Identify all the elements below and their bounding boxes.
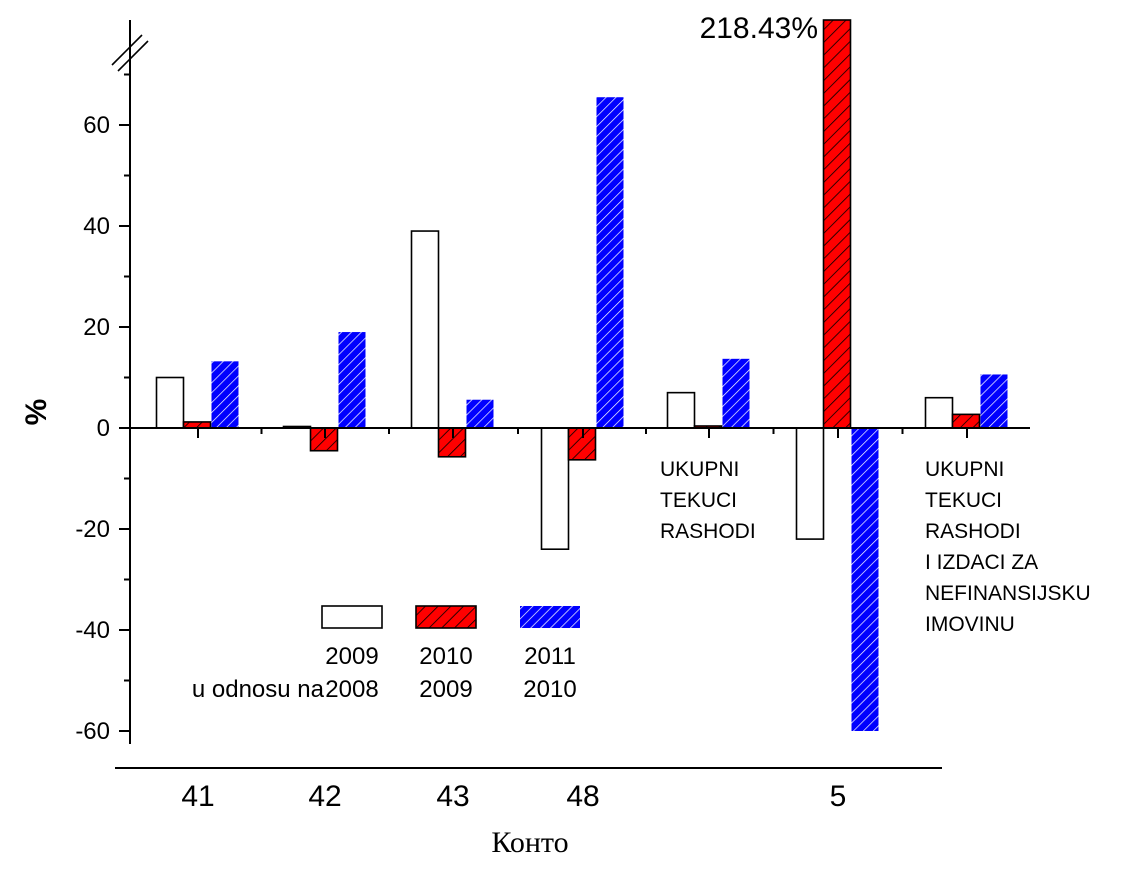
category-note-line: RASHODI: [925, 520, 1021, 543]
legend-base-year: 2008: [325, 676, 378, 703]
axis-break-mark: [117, 40, 149, 72]
category-note-line: IMOVINU: [925, 613, 1015, 636]
x-tick-label: 41: [181, 780, 214, 813]
bar-3-1: [211, 361, 239, 428]
legend-year: 2011: [524, 643, 576, 670]
y-tick-label: -20: [75, 516, 110, 543]
legend-swatch-2: [415, 605, 477, 629]
labels-group: -60 -40 -20 0 20 40 60 41 42 43 48 5 UKUPNI TEKUCI RAS…: [75, 112, 1090, 813]
bar-3-6: [851, 428, 879, 731]
bar-1-4: [540, 427, 570, 550]
overflow-annotation: 218.43%: [700, 12, 818, 45]
bar-1-7: [924, 396, 954, 429]
y-tick-label: 20: [83, 314, 110, 341]
bar-2-6: [822, 19, 852, 429]
legend-year: 2009: [325, 643, 378, 670]
y-tick-label: 60: [83, 112, 110, 139]
axes-group: [111, 20, 1030, 769]
bar-3-5: [722, 358, 750, 428]
legend-swatch-1: [321, 605, 383, 629]
legend: 2009 2008 2010 2009 2011 2010 u odnosu na: [192, 605, 580, 703]
y-tick-label: 40: [83, 213, 110, 240]
x-tick-label: 42: [308, 780, 341, 813]
legend-base-year: 2010: [523, 676, 576, 703]
y-tick-label: 0: [97, 415, 110, 442]
category-note-line: UKUPNI: [660, 458, 739, 481]
bar-3-2: [338, 332, 366, 428]
x-tick-label: 43: [436, 780, 469, 813]
category-note-line: RASHODI: [660, 520, 756, 543]
y-tick-label: -60: [75, 718, 110, 745]
x-axis-label: Конто: [491, 826, 568, 859]
y-tick-label: -40: [75, 617, 110, 644]
legend-swatch-3: [520, 606, 580, 628]
bars-group: [155, 19, 1008, 731]
category-note-line: TEKUCI: [925, 489, 1002, 512]
bar-3-7: [980, 374, 1008, 428]
category-note-line: UKUPNI: [925, 458, 1004, 481]
bar-1-1: [155, 376, 185, 429]
legend-prefix: u odnosu na: [192, 676, 325, 703]
bar-1-3: [410, 230, 440, 429]
legend-year: 2010: [419, 643, 472, 670]
bar-3-3: [466, 399, 494, 428]
bar-1-5: [666, 391, 696, 429]
y-axis-label: %: [20, 399, 53, 426]
category-note-line: I IZDACI ZA: [925, 551, 1038, 574]
axis-break-mark: [111, 34, 143, 66]
category-note-line: TEKUCI: [660, 489, 737, 512]
bar-3-4: [596, 97, 624, 428]
bar-2-7: [951, 413, 981, 429]
category-note-line: NEFINANSIJSKU: [925, 582, 1091, 605]
x-tick-label: 5: [830, 780, 847, 813]
legend-base-year: 2009: [419, 676, 472, 703]
x-tick-label: 48: [566, 780, 599, 813]
bar-1-6: [795, 427, 825, 540]
